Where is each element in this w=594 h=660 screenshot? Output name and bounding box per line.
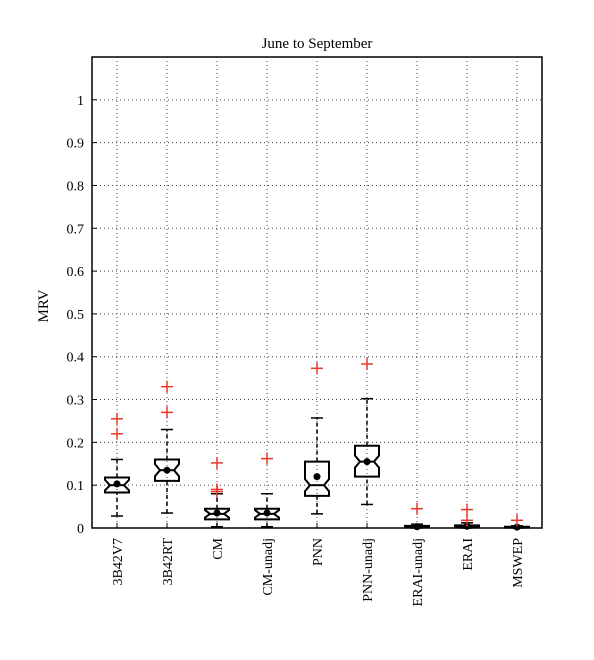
plot-area-frame xyxy=(91,56,543,529)
chart-title: June to September xyxy=(262,36,373,52)
box-body xyxy=(304,460,330,497)
box-3B42V7 xyxy=(104,412,130,517)
outlier-marker xyxy=(461,514,473,527)
mean-marker xyxy=(513,523,521,531)
x-tick-label: 3B42V7 xyxy=(111,538,126,585)
mean-marker xyxy=(113,480,121,488)
y-tick-label: 0.2 xyxy=(67,436,85,451)
x-tick-label: ERAI xyxy=(461,538,476,571)
mean-marker xyxy=(313,473,321,481)
y-tick-label: 0.7 xyxy=(67,222,85,237)
y-axis-ticks: 0 0.1 0.2 0.3 0.4 0.5 0.6 0.7 0.8 0.9 1 xyxy=(67,94,97,537)
outlier-marker xyxy=(411,502,423,515)
outlier-marker xyxy=(311,362,323,375)
x-tick-label: CM xyxy=(211,537,226,559)
mean-marker xyxy=(163,466,171,474)
outlier-marker xyxy=(211,483,223,496)
y-tick-label: 0.9 xyxy=(67,137,85,152)
outlier-marker xyxy=(261,452,273,465)
outlier-marker xyxy=(211,456,223,469)
outlier-marker xyxy=(161,380,173,393)
y-tick-label: 0.1 xyxy=(67,479,85,494)
x-tick-label: CM-unadj xyxy=(261,538,276,596)
box-series xyxy=(104,358,530,531)
mean-marker xyxy=(413,523,421,531)
x-tick-label: MSWEP xyxy=(511,538,526,588)
outlier-marker xyxy=(511,514,523,527)
outlier-marker xyxy=(111,412,123,425)
y-axis-label: MRV xyxy=(36,289,52,322)
y-tick-label: 1 xyxy=(77,94,84,109)
x-tick-label: PNN-unadj xyxy=(361,538,376,602)
box-body xyxy=(454,524,480,529)
box-ERAI-unadj xyxy=(404,502,430,531)
outlier-marker xyxy=(361,358,373,371)
box-body xyxy=(204,507,230,521)
box-body xyxy=(104,476,130,494)
y-tick-label: 0 xyxy=(77,522,84,537)
mean-marker xyxy=(213,509,221,517)
box-body xyxy=(254,507,280,521)
box-CM xyxy=(204,456,230,528)
y-tick-label: 0.3 xyxy=(67,394,85,409)
mean-marker xyxy=(263,509,271,517)
y-tick-label: 0.5 xyxy=(67,308,85,323)
x-tick-label: 3B42RT xyxy=(161,538,176,586)
x-tick-label: ERAI-unadj xyxy=(411,538,426,606)
y-tick-label: 0.6 xyxy=(67,265,85,280)
outlier-marker xyxy=(111,427,123,440)
x-tick-label: PNN xyxy=(311,538,326,566)
mean-marker xyxy=(363,458,371,466)
grid-lines xyxy=(92,57,542,528)
box-body xyxy=(354,444,380,478)
box-3B42RT xyxy=(154,380,180,514)
outlier-marker xyxy=(161,406,173,419)
box-CM-unadj xyxy=(254,452,280,528)
y-tick-label: 0.4 xyxy=(67,351,85,366)
box-body xyxy=(154,458,180,482)
x-axis-ticks: 3B42V7 3B42RT CM CM-unadj PNN PNN-unadj ERAI-u… xyxy=(111,523,526,606)
outlier-marker xyxy=(461,503,473,516)
y-tick-label: 0.8 xyxy=(67,179,85,194)
box-PNN xyxy=(304,362,330,515)
box-PNN-unadj xyxy=(354,358,380,506)
box-ERAI xyxy=(454,503,480,530)
